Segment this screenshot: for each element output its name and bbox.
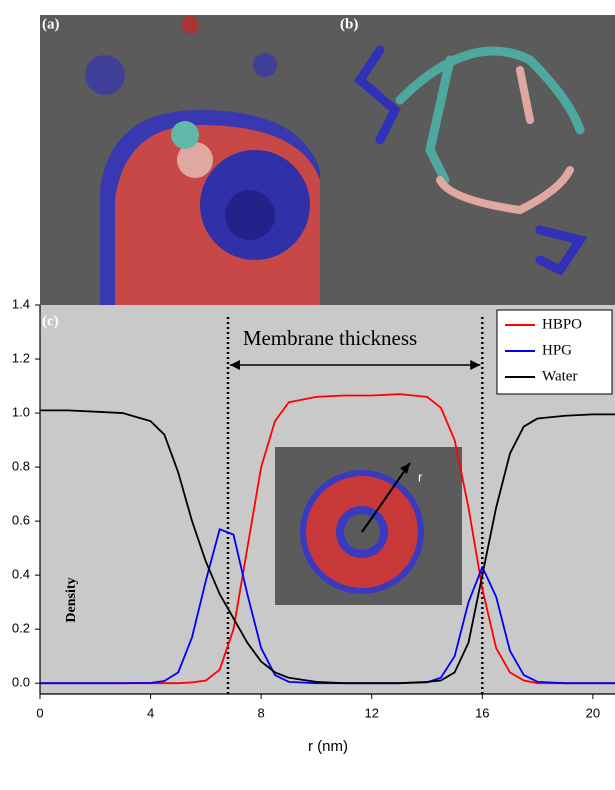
y-tick-label: 0.8	[12, 459, 30, 474]
inset-label: r	[418, 469, 423, 484]
series-line	[40, 409, 615, 685]
panel-label: (c)	[42, 313, 59, 329]
panel-a-render	[85, 16, 320, 305]
y-tick-label: 0.6	[12, 513, 30, 528]
panel-label: (b)	[340, 16, 358, 32]
x-tick-label: 12	[364, 705, 378, 720]
series-line	[40, 528, 615, 685]
series-line	[40, 393, 615, 685]
y-tick-label: 1.4	[12, 296, 30, 311]
x-tick-label: 8	[258, 705, 265, 720]
x-tick-label: 20	[586, 705, 600, 720]
y-tick-label: 0.2	[12, 621, 30, 636]
arrow-head	[470, 360, 481, 370]
x-axis-label: r (nm)	[308, 738, 348, 755]
legend-label: HBPO	[542, 316, 582, 332]
panel-label: (a)	[42, 16, 60, 32]
annotation: Membrane thickness	[243, 326, 417, 350]
x-tick-label: 16	[475, 705, 489, 720]
x-tick-label: 4	[147, 705, 154, 720]
legend-label: Water	[542, 368, 577, 384]
y-axis-label: Density	[64, 577, 79, 622]
legend-label: HPG	[542, 342, 572, 358]
y-tick-label: 1.0	[12, 404, 30, 419]
x-tick-label: 0	[36, 705, 43, 720]
arrow-head	[229, 360, 240, 370]
y-tick-label: 0.4	[12, 567, 30, 582]
y-tick-label: 0.0	[12, 675, 30, 690]
panel-b-render	[354, 45, 588, 276]
y-tick-label: 1.2	[12, 350, 30, 365]
inset-image	[275, 447, 462, 605]
